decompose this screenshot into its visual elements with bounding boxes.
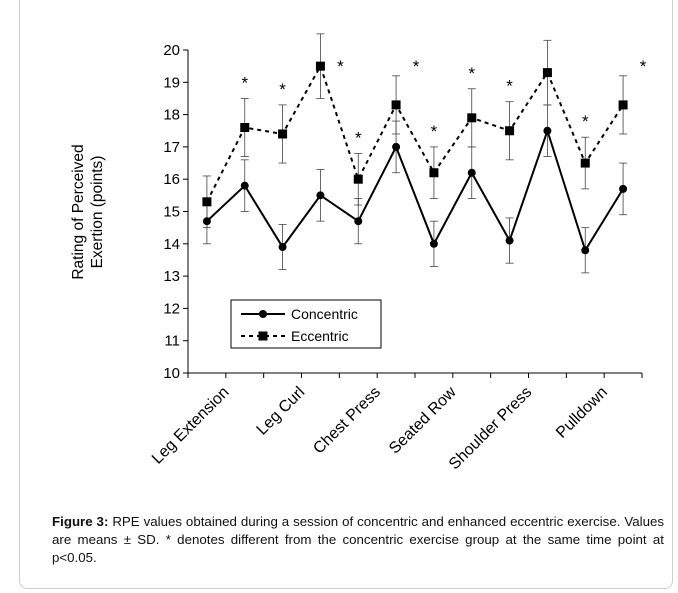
significance-star: * (241, 73, 248, 92)
y-tick-label: 17 (163, 139, 180, 156)
point-concentric (316, 191, 325, 200)
y-axis-title: Rating of Perceived Exertion (points) (70, 144, 106, 279)
significance-star: * (468, 64, 475, 83)
series-lines (206, 63, 624, 253)
point-eccentric (278, 129, 288, 139)
point-eccentric (429, 168, 439, 178)
y-tick-label: 15 (163, 204, 180, 221)
x-category-label: Pulldown (553, 384, 611, 442)
point-eccentric (240, 123, 250, 133)
y-tick-label: 20 (163, 42, 180, 59)
significance-star: * (413, 57, 420, 76)
point-eccentric (391, 100, 401, 110)
caption-text: RPE values obtained during a session of … (52, 514, 665, 565)
point-concentric (202, 217, 211, 226)
point-concentric (543, 126, 552, 135)
point-concentric (505, 236, 514, 245)
point-eccentric (353, 174, 363, 184)
significance-star: * (279, 80, 286, 99)
significance-star: * (337, 57, 344, 76)
y-tick-label: 19 (163, 74, 180, 91)
y-tick-label: 13 (163, 268, 180, 285)
x-category-label: Leg Extension (149, 384, 233, 468)
x-category-label: Leg Curl (254, 384, 309, 439)
y-tick-label: 11 (164, 333, 180, 350)
significance-star: * (582, 112, 589, 131)
y-tick-label: 18 (163, 107, 180, 124)
point-concentric (392, 142, 401, 151)
point-eccentric (618, 100, 628, 110)
figure-frame (19, 0, 673, 589)
figure-caption: Figure 3: RPE values obtained during a s… (52, 513, 664, 567)
legend-label: Eccentric (291, 328, 349, 344)
legend-marker (258, 331, 268, 341)
point-eccentric (542, 68, 552, 78)
y-axis-title-text: Rating of Perceived Exertion (points) (70, 144, 106, 279)
point-concentric (467, 168, 476, 177)
x-category-label: Shoulder Press (446, 384, 535, 473)
significance-star: * (431, 122, 438, 141)
point-eccentric (580, 158, 590, 168)
point-eccentric (202, 197, 212, 207)
significance-star: * (506, 77, 513, 96)
x-category-label: Seated Row (386, 383, 460, 457)
point-eccentric (315, 61, 325, 71)
rpe-line-chart: Rating of Perceived Exertion (points) 101… (70, 33, 647, 473)
y-tick-label: 12 (163, 300, 180, 317)
point-concentric (429, 239, 438, 248)
series-line-eccentric (206, 63, 624, 203)
x-category-labels: Leg Extension Leg Curl Chest Press Seated R… (149, 383, 611, 473)
caption-label: Figure 3: (52, 514, 109, 529)
y-tick-label: 14 (163, 236, 180, 253)
point-concentric (581, 246, 590, 255)
legend-box (230, 299, 382, 349)
y-ticks: 10 11 12 13 14 15 16 17 18 19 20 (163, 42, 188, 382)
significance-star: * (355, 128, 362, 147)
point-concentric (354, 217, 363, 226)
y-tick-label: 16 (163, 171, 180, 188)
y-axis-title-line: Exertion (points) (89, 156, 106, 269)
significance-stars: * * * * * * * * * * (241, 57, 646, 147)
point-concentric (619, 184, 628, 193)
legend: Concentric Eccentric (230, 299, 382, 349)
point-concentric (240, 181, 249, 190)
legend-marker (259, 310, 267, 318)
series-line-concentric (206, 127, 624, 253)
series-markers (202, 61, 628, 255)
y-axis-title-line: Rating of Perceived (70, 144, 87, 279)
x-ticks (187, 373, 643, 378)
point-eccentric (467, 113, 477, 123)
legend-label: Concentric (291, 306, 358, 322)
significance-star: * (640, 57, 647, 76)
point-concentric (278, 243, 287, 252)
y-tick-label: 10 (163, 365, 180, 382)
x-category-label: Chest Press (310, 384, 384, 458)
point-eccentric (505, 126, 515, 136)
